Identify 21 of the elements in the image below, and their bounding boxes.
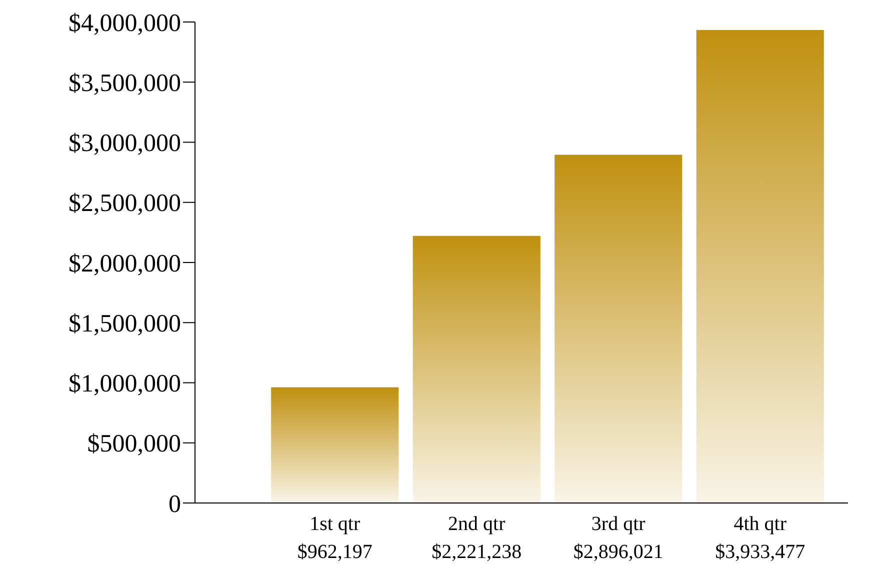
- x-tick-label: 1st qtr: [310, 513, 360, 535]
- x-tick-label: 3rd qtr: [591, 513, 646, 535]
- bar: [271, 387, 399, 503]
- data-label: $3,933,477: [715, 541, 806, 563]
- bar: [554, 154, 682, 503]
- x-tick-label: 4th qtr: [734, 513, 787, 535]
- y-tick-label: $3,500,000: [68, 70, 181, 97]
- y-tick-label: $500,000: [87, 430, 181, 458]
- bar: [696, 30, 824, 503]
- data-label: $2,896,021: [573, 541, 664, 563]
- y-tick-label: $4,000,000: [68, 10, 181, 37]
- y-tick-label: $1,000,000: [68, 370, 181, 398]
- y-tick-label: $1,500,000: [68, 310, 181, 338]
- y-tick-label: $2,500,000: [68, 190, 181, 218]
- y-tick-label: $2,000,000: [68, 250, 181, 278]
- x-tick-label: 2nd qtr: [448, 513, 506, 535]
- bar: [412, 236, 540, 503]
- data-label: $962,197: [297, 541, 372, 563]
- y-tick-label: 0: [168, 490, 181, 518]
- y-tick-label: $3,000,000: [68, 130, 181, 157]
- data-label: $2,221,238: [432, 541, 522, 563]
